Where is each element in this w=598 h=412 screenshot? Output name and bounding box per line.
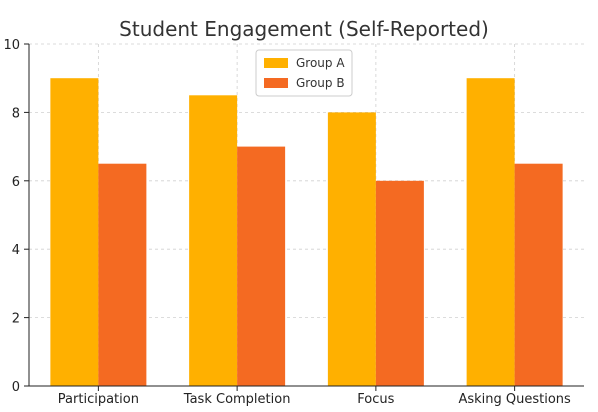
- legend-label-group-a: Group A: [296, 56, 345, 70]
- bars: [50, 78, 563, 387]
- bar-group-a-participation: [50, 78, 99, 386]
- y-tick-label: 10: [3, 38, 20, 53]
- x-axis-ticks: Participation Task Completion Focus Asking …: [58, 386, 571, 407]
- bar-group-a-focus: [327, 112, 376, 387]
- y-tick-label: 6: [12, 175, 20, 190]
- legend-label-group-b: Group B: [296, 76, 345, 90]
- y-tick-label: 2: [12, 312, 20, 327]
- chart-title: Student Engagement (Self-Reported): [119, 17, 489, 41]
- y-tick-label: 8: [12, 106, 20, 121]
- legend-swatch-group-a: [264, 58, 288, 68]
- bar-group-b-task-completion: [237, 146, 286, 386]
- x-tick-label: Asking Questions: [458, 392, 571, 407]
- x-tick-label: Participation: [58, 392, 139, 407]
- x-tick-label: Task Completion: [183, 392, 291, 407]
- y-axis-ticks: 0 2 4 6 8 10: [3, 38, 29, 395]
- legend: Group A Group B: [255, 49, 353, 97]
- legend-swatch-group-b: [264, 78, 288, 88]
- bar-group-a-task-completion: [189, 95, 238, 387]
- y-tick-label: 0: [12, 380, 20, 395]
- bar-group-b-participation: [98, 163, 147, 386]
- axes: [28, 44, 584, 387]
- bar-group-a-asking-questions: [466, 78, 515, 386]
- y-tick-label: 4: [12, 243, 20, 258]
- bar-group-b-asking-questions: [514, 163, 563, 386]
- x-tick-label: Focus: [357, 392, 394, 407]
- bar-group-b-focus: [375, 180, 424, 386]
